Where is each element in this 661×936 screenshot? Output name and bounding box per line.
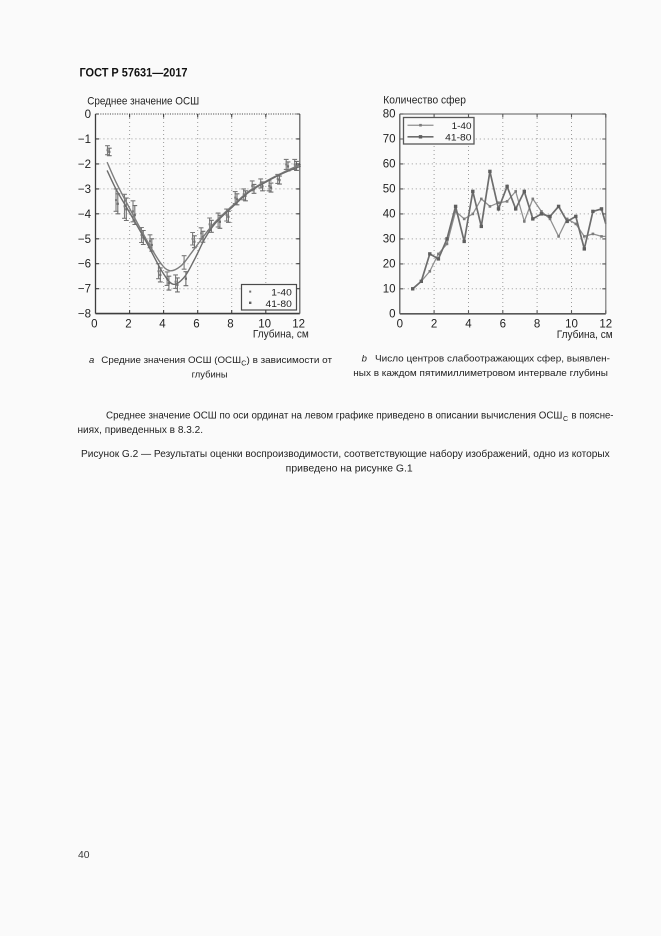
- svg-text:−7: −7: [78, 284, 91, 296]
- svg-text:Глубина, см: Глубина, см: [253, 328, 309, 340]
- svg-text:Рисунок G.2 — Результаты оценк: Рисунок G.2 — Результаты оценки воспроиз…: [81, 448, 610, 460]
- svg-text:40: 40: [383, 209, 396, 221]
- svg-text:Глубина, см: Глубина, см: [557, 329, 613, 341]
- svg-text:41-80: 41-80: [266, 299, 292, 310]
- svg-text:С: С: [241, 361, 246, 368]
- svg-text:0: 0: [85, 109, 91, 121]
- svg-text:10: 10: [258, 319, 271, 331]
- svg-text:−3: −3: [78, 184, 91, 196]
- svg-text:1-40: 1-40: [271, 287, 292, 298]
- svg-text:Среднее значение ОСШ по оси ор: Среднее значение ОСШ по оси ординат на л…: [106, 410, 562, 422]
- svg-text:12: 12: [599, 319, 612, 331]
- svg-text:Средние значения ОСШ (ОСШ: Средние значения ОСШ (ОСШ: [101, 355, 241, 366]
- svg-text:2: 2: [125, 319, 131, 331]
- svg-text:ных в каждом пятимиллиметровом: ных в каждом пятимиллиметровом интервале…: [353, 368, 608, 379]
- svg-text:a: a: [89, 355, 94, 366]
- svg-text:20: 20: [383, 259, 396, 271]
- svg-text:−1: −1: [78, 134, 91, 146]
- svg-text:60: 60: [383, 159, 396, 171]
- svg-text:Число центров слабоотражающих: Число центров слабоотражающих сфер, выяв…: [375, 354, 610, 365]
- svg-text:4: 4: [465, 319, 472, 331]
- svg-text:10: 10: [565, 319, 578, 331]
- svg-text:80: 80: [383, 109, 396, 121]
- svg-text:) в зависимости от: ) в зависимости от: [247, 355, 333, 366]
- svg-text:0: 0: [397, 319, 403, 331]
- svg-text:глубины: глубины: [192, 370, 228, 381]
- svg-text:2: 2: [431, 319, 437, 331]
- svg-text:ниях, приведенных в 8.3.2.: ниях, приведенных в 8.3.2.: [78, 425, 204, 436]
- svg-text:8: 8: [227, 319, 233, 331]
- svg-text:0: 0: [389, 308, 395, 320]
- svg-text:10: 10: [383, 283, 396, 295]
- svg-text:70: 70: [383, 134, 396, 146]
- svg-text:−5: −5: [78, 234, 91, 246]
- svg-text:Количество сфер: Количество сфер: [383, 95, 466, 107]
- svg-text:40: 40: [78, 850, 90, 861]
- svg-text:−8: −8: [78, 309, 91, 321]
- svg-text:12: 12: [292, 319, 305, 331]
- svg-text:b: b: [362, 354, 367, 365]
- svg-text:0: 0: [91, 319, 97, 331]
- svg-text:1-40: 1-40: [452, 121, 472, 132]
- svg-text:4: 4: [159, 319, 166, 331]
- svg-text:6: 6: [500, 319, 506, 331]
- svg-text:приведено на рисунке G.1: приведено на рисунке G.1: [286, 464, 413, 475]
- svg-text:С: С: [563, 416, 568, 423]
- svg-text:Среднее значение ОСШ: Среднее значение ОСШ: [87, 96, 199, 108]
- svg-text:6: 6: [193, 319, 199, 331]
- svg-text:−4: −4: [78, 209, 92, 221]
- svg-text:50: 50: [383, 184, 396, 196]
- svg-text:ГОСТ Р 57631—2017: ГОСТ Р 57631—2017: [80, 67, 188, 80]
- svg-text:30: 30: [383, 234, 396, 246]
- svg-text:8: 8: [534, 319, 540, 331]
- svg-text:−6: −6: [78, 259, 91, 271]
- svg-text:−2: −2: [78, 159, 91, 171]
- svg-text:41-80: 41-80: [445, 132, 471, 143]
- svg-text:в поясне-: в поясне-: [572, 411, 614, 422]
